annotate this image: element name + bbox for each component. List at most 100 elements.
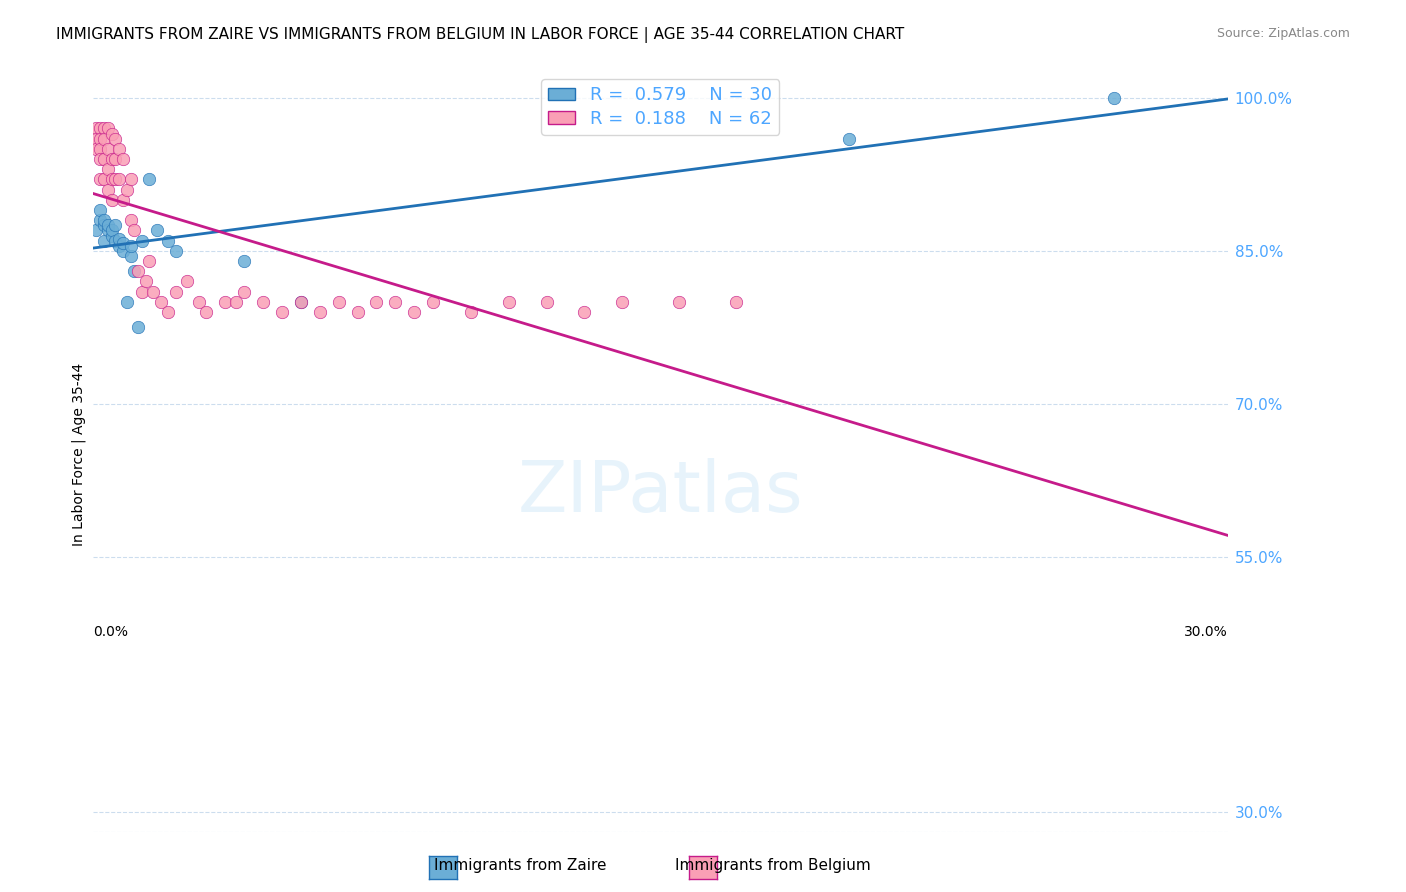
Point (612, 294, 634, 309)
Point (104, 234, 127, 248)
Y-axis label: In Labor Force | Age 35-44: In Labor Force | Age 35-44 (72, 363, 86, 547)
Point (124, 264, 146, 278)
Point (89, 121, 111, 136)
Point (97, 121, 120, 136)
Point (97, 183, 120, 197)
Point (108, 142, 131, 156)
Point (97, 223, 120, 237)
Point (138, 172, 160, 186)
Point (1102, 91, 1125, 105)
Point (142, 285, 165, 299)
Point (120, 213, 142, 227)
Point (127, 320, 149, 334)
Point (86, 223, 108, 237)
Point (346, 305, 368, 319)
Point (86, 142, 108, 156)
Point (89, 203, 111, 218)
Point (124, 223, 146, 237)
Point (93, 219, 115, 233)
Point (111, 193, 134, 207)
Text: ZIPatlas: ZIPatlas (517, 458, 803, 527)
Point (214, 294, 236, 309)
Point (93, 213, 115, 227)
Point (104, 131, 127, 145)
Point (138, 254, 160, 268)
Point (290, 294, 312, 309)
Point (135, 275, 157, 289)
Point (270, 305, 292, 319)
Point (104, 172, 127, 186)
Text: 0.0%: 0.0% (93, 624, 128, 639)
Point (97, 219, 120, 233)
Point (86, 131, 108, 145)
Point (89, 152, 111, 166)
Point (97, 162, 120, 177)
Point (108, 239, 131, 253)
Point (328, 294, 350, 309)
Point (100, 152, 122, 166)
Point (100, 127, 122, 141)
Point (176, 275, 198, 289)
Point (104, 219, 127, 233)
Point (100, 223, 122, 237)
Point (460, 305, 482, 319)
Point (225, 294, 247, 309)
Point (157, 234, 180, 248)
Point (108, 232, 131, 246)
Point (120, 239, 142, 253)
Point (149, 294, 172, 309)
Point (252, 294, 274, 309)
Point (146, 223, 169, 237)
Point (165, 244, 187, 258)
Text: Source: ZipAtlas.com: Source: ZipAtlas.com (1216, 27, 1350, 40)
Point (233, 285, 256, 299)
Point (89, 142, 111, 156)
Point (108, 172, 131, 186)
Point (308, 305, 330, 319)
Point (111, 152, 134, 166)
Legend: R =  0.579    N = 30, R =  0.188    N = 62: R = 0.579 N = 30, R = 0.188 N = 62 (541, 78, 779, 135)
Point (104, 152, 127, 166)
Point (89, 131, 111, 145)
Point (93, 121, 115, 136)
Point (93, 152, 115, 166)
Text: Immigrants from Belgium: Immigrants from Belgium (675, 858, 872, 872)
Point (93, 234, 115, 248)
Point (724, 294, 747, 309)
Point (100, 172, 122, 186)
Point (127, 264, 149, 278)
Point (131, 285, 153, 299)
Point (195, 305, 218, 319)
Point (111, 244, 134, 258)
Point (86, 121, 108, 136)
Point (384, 294, 406, 309)
Point (404, 305, 426, 319)
Text: Immigrants from Zaire: Immigrants from Zaire (434, 858, 606, 872)
Point (165, 285, 187, 299)
Point (100, 193, 122, 207)
Point (668, 294, 690, 309)
Point (233, 254, 256, 268)
Point (366, 294, 388, 309)
Point (838, 131, 860, 145)
Point (187, 294, 209, 309)
Point (131, 234, 153, 248)
Point (498, 294, 520, 309)
Point (120, 249, 142, 263)
Point (120, 172, 142, 186)
Point (422, 294, 444, 309)
Point (97, 142, 120, 156)
Point (574, 305, 596, 319)
Point (115, 183, 138, 197)
Point (290, 294, 312, 309)
Point (157, 305, 180, 319)
Text: 30.0%: 30.0% (1184, 624, 1227, 639)
Point (100, 228, 122, 243)
Point (93, 131, 115, 145)
Point (93, 172, 115, 186)
Point (89, 213, 111, 227)
Point (111, 235, 134, 250)
Point (115, 294, 138, 309)
Point (536, 294, 558, 309)
Point (89, 172, 111, 186)
